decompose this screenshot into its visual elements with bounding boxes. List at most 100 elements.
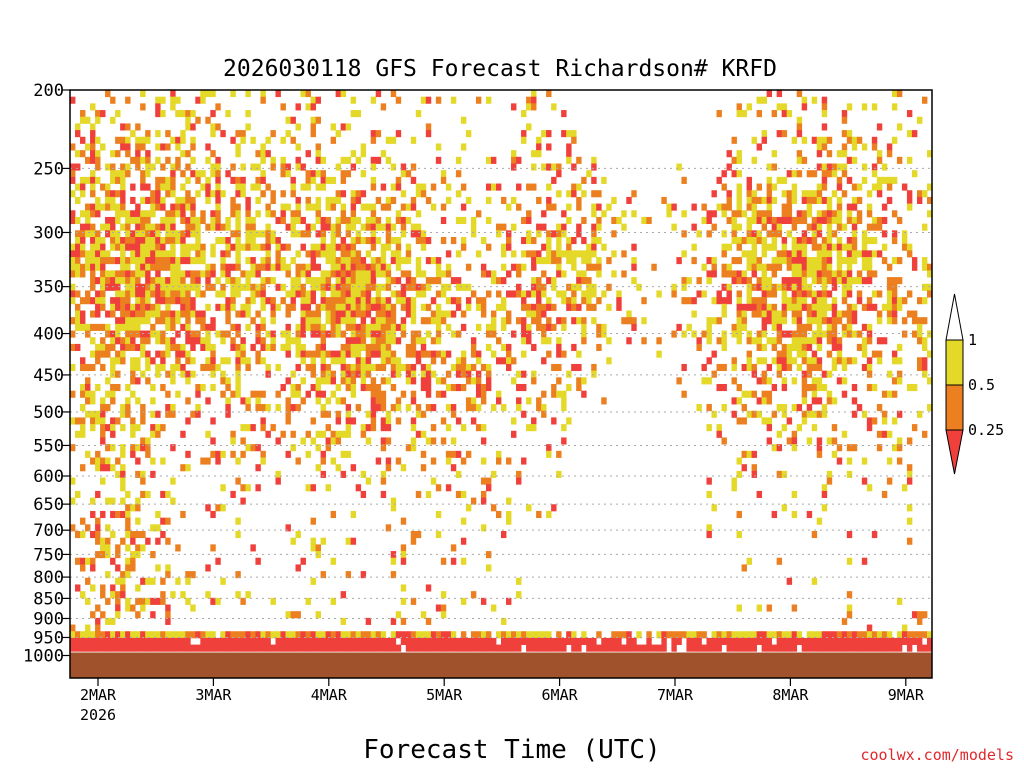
heatmap-cell [355,303,362,311]
heatmap-cell [771,270,778,278]
heatmap-cell [110,557,116,565]
heatmap-cell [811,384,818,392]
heatmap-cell [836,250,843,258]
heatmap-cell [516,637,522,645]
heatmap-cell [475,96,482,104]
heatmap-cell [871,384,878,392]
heatmap-cell [220,290,226,298]
heatmap-cell [75,123,81,131]
heatmap-cell [511,196,517,204]
heatmap-cell [295,210,301,218]
heatmap-cell [315,631,321,639]
colorbar-label: 0.25 [968,421,1004,439]
heatmap-cell [761,270,768,278]
heatmap-cell [921,644,928,652]
heatmap-cell [906,243,913,251]
heatmap-cell [125,531,131,539]
heatmap-cell [781,317,788,325]
heatmap-cell [120,337,126,345]
heatmap-cell [846,210,853,218]
heatmap-cell [786,330,793,338]
heatmap-cell [260,644,266,652]
heatmap-cell [415,410,422,418]
heatmap-cell [551,417,557,425]
heatmap-cell [796,156,803,164]
heatmap-cell [876,123,883,131]
heatmap-cell [220,504,226,512]
heatmap-cell [826,263,833,271]
heatmap-cell [205,631,211,639]
heatmap-cell [260,150,266,158]
heatmap-cell [866,644,873,652]
heatmap-cell [445,644,452,652]
heatmap-cell [165,310,171,318]
heatmap-cell [546,203,552,211]
heatmap-cell [821,103,828,111]
heatmap-cell [811,223,818,231]
heatmap-cell [115,237,121,245]
heatmap-cell [345,277,352,285]
heatmap-cell [566,237,572,245]
heatmap-cell [410,363,417,372]
heatmap-cell [541,310,547,318]
heatmap-cell [75,250,81,258]
heatmap-cell [105,597,111,605]
heatmap-cell [375,216,382,225]
heatmap-cell [651,644,657,652]
heatmap-cell [375,270,382,278]
heatmap-cell [105,283,111,291]
heatmap-cell [185,123,191,131]
heatmap-cell [225,384,231,392]
heatmap-cell [781,216,788,225]
heatmap-cell [230,176,236,184]
heatmap-cell [380,397,387,405]
heatmap-cell [556,270,562,278]
heatmap-cell [120,584,126,592]
heatmap-cell [591,237,597,245]
heatmap-cell [300,317,306,325]
heatmap-cell [170,591,176,599]
heatmap-cell [310,170,316,178]
heatmap-cell [841,377,848,385]
heatmap-cell [130,243,136,251]
heatmap-cell [831,323,838,331]
heatmap-cell [556,257,562,265]
heatmap-cell [851,196,858,204]
heatmap-cell [115,357,121,365]
heatmap-cell [561,323,567,331]
heatmap-cell [771,357,778,365]
heatmap-cell [891,283,898,291]
heatmap-cell [701,290,707,298]
heatmap-cell [255,183,261,191]
heatmap-cell [300,163,306,171]
heatmap-cell [190,310,196,318]
heatmap-cell [315,317,321,325]
heatmap-cell [110,417,116,425]
heatmap-cell [340,203,347,211]
heatmap-cell [511,430,517,438]
heatmap-cell [335,397,342,405]
heatmap-cell [290,337,296,345]
heatmap-cell [95,310,101,318]
heatmap-cell [175,110,181,118]
heatmap-cell [260,243,266,251]
heatmap-cell [320,390,326,398]
heatmap-cell [370,417,377,425]
heatmap-cell [761,370,768,378]
heatmap-cell [350,537,357,545]
heatmap-cell [736,457,742,465]
heatmap-cell [480,237,487,245]
heatmap-cell [791,631,798,639]
heatmap-cell [501,277,507,285]
heatmap-cell [145,330,151,338]
heatmap-cell [95,537,101,545]
heatmap-cell [501,317,507,325]
heatmap-cell [290,637,296,645]
heatmap-cell [160,196,166,204]
heatmap-cell [160,163,166,171]
heatmap-cell [901,624,908,632]
credit-text[interactable]: coolwx.com/models [860,746,1014,764]
heatmap-cell [380,444,387,452]
heatmap-cell [601,243,607,251]
heatmap-cell [400,330,407,338]
